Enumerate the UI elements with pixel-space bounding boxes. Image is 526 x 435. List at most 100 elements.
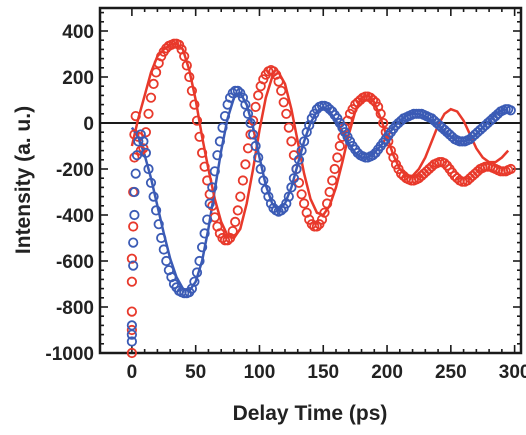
series-1-point: [298, 198, 310, 209]
series-2-point: [367, 150, 379, 161]
series-1-point: [240, 159, 251, 170]
y-tick-label: -200: [56, 160, 94, 181]
series-1-point: [181, 60, 192, 71]
series-1-point: [324, 186, 335, 198]
series-2-point: [129, 209, 140, 221]
x-tick-label: 0: [127, 362, 138, 383]
series-2-point: [151, 205, 162, 216]
series-2-point: [204, 198, 215, 209]
series-2-point: [199, 228, 210, 239]
series-1-point: [151, 67, 162, 78]
series-1-point: [283, 122, 294, 133]
series-2-point: [128, 237, 139, 248]
series-1-point: [207, 200, 218, 211]
series-2-point: [145, 177, 157, 188]
series-1-point: [383, 136, 394, 147]
y-tick-label: 0: [83, 114, 94, 135]
series-2-point: [194, 255, 205, 267]
series-1-point: [227, 226, 238, 237]
series-2-point: [232, 85, 243, 96]
series-2-point: [214, 136, 225, 147]
series-1-point: [311, 221, 322, 232]
series-1-point: [319, 207, 330, 218]
series-1-point: [130, 111, 141, 122]
y-tick-label: 400: [62, 22, 94, 43]
series-2-point: [140, 147, 151, 158]
series-2-point: [286, 182, 297, 193]
series-2-point: [197, 242, 208, 253]
series-1-point: [191, 115, 203, 126]
series-2-point: [293, 154, 305, 165]
x-tick-label: 50: [185, 362, 206, 383]
series-1-point: [439, 158, 450, 169]
series-1-point: [273, 76, 284, 87]
series-2-point: [288, 173, 299, 184]
y-tick-label: -400: [56, 206, 94, 227]
series-2-point: [156, 232, 167, 244]
series-1-point: [129, 152, 140, 163]
series-2-point: [128, 260, 139, 271]
series-1-point: [199, 161, 210, 172]
series-1-point: [179, 51, 190, 62]
series-2-point: [240, 99, 251, 110]
series-1-point: [143, 108, 154, 119]
y-tick-label: -1000: [45, 344, 94, 365]
series-2-point: [189, 276, 200, 287]
series-1-point: [126, 306, 137, 317]
series-1-point: [230, 216, 241, 227]
series-2-point: [161, 255, 172, 267]
series-2-point: [143, 163, 154, 175]
series-1-point: [128, 221, 139, 232]
y-tick-label: -600: [56, 252, 94, 273]
series-2-point: [242, 108, 254, 119]
y-axis-title: Intensity (a. u.): [12, 106, 35, 254]
series-1-point: [367, 94, 379, 106]
series-1-point: [505, 163, 516, 175]
series-2-point: [253, 152, 264, 163]
series-1-point: [140, 127, 151, 138]
series-1-point: [186, 85, 197, 96]
tick-labels: 0 50 100 150 200 250 300 -1000 -800 -600 -400 -200 0…: [45, 22, 526, 383]
plot-frame: [98, 6, 523, 355]
series-2-point: [291, 163, 302, 175]
series-2-point: [276, 205, 287, 216]
series-2-point: [126, 320, 137, 331]
series-1-point: [286, 136, 297, 147]
series-2-point: [158, 244, 169, 255]
x-tick-label: 150: [307, 362, 339, 383]
series-2-point: [207, 182, 218, 193]
series-1-point: [378, 117, 389, 129]
series-2-point: [250, 140, 261, 152]
series-1-point: [126, 253, 137, 264]
series-2-point: [258, 175, 269, 186]
series-2-point: [212, 150, 223, 161]
series-2-point: [324, 104, 335, 115]
x-tick-label: 200: [371, 362, 403, 383]
data-points: [126, 38, 516, 359]
series-1-point: [248, 115, 259, 126]
x-tick-label: 300: [499, 362, 526, 383]
series-1-point: [145, 92, 157, 103]
series-2-point: [217, 122, 228, 133]
y-tick-label: -800: [56, 298, 94, 319]
series-2-point: [131, 150, 143, 161]
series-1-point: [375, 108, 386, 119]
series-1-point: [202, 175, 213, 186]
x-axis-title: Delay Time (ps): [233, 402, 388, 425]
series-2-point: [130, 168, 141, 179]
series-2-point: [283, 191, 294, 202]
series-2-point: [202, 214, 213, 225]
series-2-point: [219, 111, 231, 122]
series-2-point: [298, 136, 310, 147]
series-1-point: [184, 71, 195, 83]
series-1-point: [126, 347, 137, 359]
series-2-point: [245, 117, 256, 129]
series-1-point: [321, 198, 333, 209]
series-1-point: [235, 191, 246, 202]
series-1-point: [126, 324, 137, 336]
series-1-point: [276, 85, 287, 96]
series-1-point: [232, 205, 243, 216]
series-2-point: [126, 336, 137, 347]
series-1-point: [237, 175, 248, 186]
